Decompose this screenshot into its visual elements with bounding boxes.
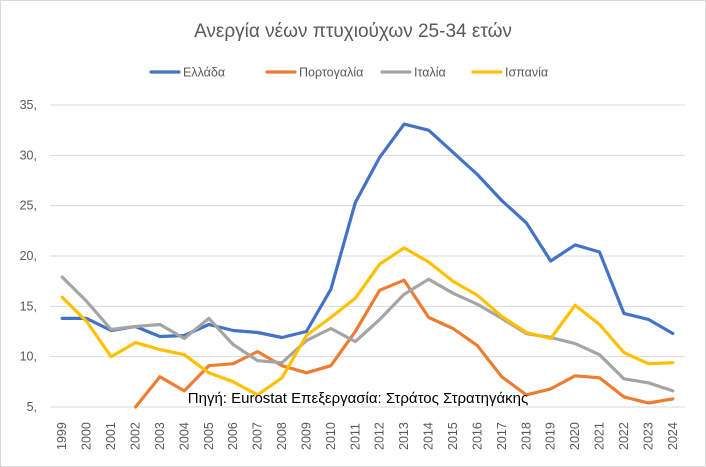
x-tick-label: 2005 bbox=[202, 422, 216, 450]
gridlines bbox=[50, 104, 685, 408]
x-tick-label: 2003 bbox=[153, 422, 167, 450]
x-tick-label: 2012 bbox=[373, 422, 387, 450]
series-line-Ισπανία bbox=[60, 246, 675, 397]
x-tick-label: 2009 bbox=[299, 422, 313, 450]
legend-label: Ελλάδα bbox=[183, 66, 225, 80]
x-tick-label: 2014 bbox=[422, 422, 436, 450]
y-tick-label: 5, bbox=[27, 400, 37, 414]
y-tick-label: 20, bbox=[20, 249, 37, 263]
y-axis: 5, 10, 15, 20, 25, 30, 35, bbox=[20, 98, 37, 414]
series-line-Πορτογαλία bbox=[133, 278, 675, 409]
x-tick-label: 2015 bbox=[446, 422, 460, 450]
x-tick-label: 2008 bbox=[275, 422, 289, 450]
series-lines bbox=[60, 122, 675, 409]
source-note: Πηγή: Eurostat Επεξεργασία: Στράτος Στρα… bbox=[188, 390, 528, 407]
x-tick-label: 2018 bbox=[519, 422, 533, 450]
x-tick-label: 2021 bbox=[593, 422, 607, 450]
x-tick-label: 2010 bbox=[324, 422, 338, 450]
x-tick-label: 1999 bbox=[55, 422, 69, 450]
x-tick-label: 2006 bbox=[226, 422, 240, 450]
legend-label: Ιταλία bbox=[414, 66, 446, 80]
chart-title: Ανεργία νέων πτυχιούχων 25-34 ετών bbox=[194, 21, 512, 42]
x-tick-label: 2017 bbox=[495, 422, 509, 450]
x-tick-label: 2002 bbox=[128, 422, 142, 450]
y-tick-label: 35, bbox=[20, 98, 37, 112]
x-tick-label: 2020 bbox=[568, 422, 582, 450]
legend-item: Ιταλία bbox=[380, 66, 446, 80]
x-tick-label: 2023 bbox=[641, 422, 655, 450]
legend-label: Ισπανία bbox=[505, 66, 548, 80]
x-tick-label: 2019 bbox=[544, 422, 558, 450]
y-tick-label: 15, bbox=[20, 299, 37, 313]
x-tick-label: 2024 bbox=[666, 422, 680, 450]
y-tick-label: 30, bbox=[20, 148, 37, 162]
x-tick-label: 2000 bbox=[80, 422, 94, 450]
x-tick-label: 2007 bbox=[251, 422, 265, 450]
x-axis: 1999 2000 2001 2002 2003 2004 2005 2006 2007 2008… bbox=[55, 422, 680, 450]
x-tick-label: 2011 bbox=[348, 423, 362, 450]
x-tick-label: 2016 bbox=[470, 422, 484, 450]
x-tick-label: 2013 bbox=[397, 422, 411, 450]
legend-item: Πορτογαλία bbox=[265, 66, 363, 80]
legend: Ελλάδα Πορτογαλία Ιταλία Ισπανία bbox=[149, 66, 548, 80]
legend-item: Ελλάδα bbox=[149, 66, 225, 80]
series-line-Ελλάδα bbox=[60, 122, 675, 340]
x-tick-label: 2022 bbox=[617, 422, 631, 450]
y-tick-label: 10, bbox=[20, 350, 37, 364]
legend-item: Ισπανία bbox=[471, 66, 548, 80]
x-tick-label: 2001 bbox=[104, 422, 118, 450]
series-line-Ιταλία bbox=[60, 275, 675, 393]
legend-label: Πορτογαλία bbox=[299, 66, 363, 80]
y-tick-label: 25, bbox=[20, 199, 37, 213]
x-tick-label: 2004 bbox=[177, 422, 191, 450]
